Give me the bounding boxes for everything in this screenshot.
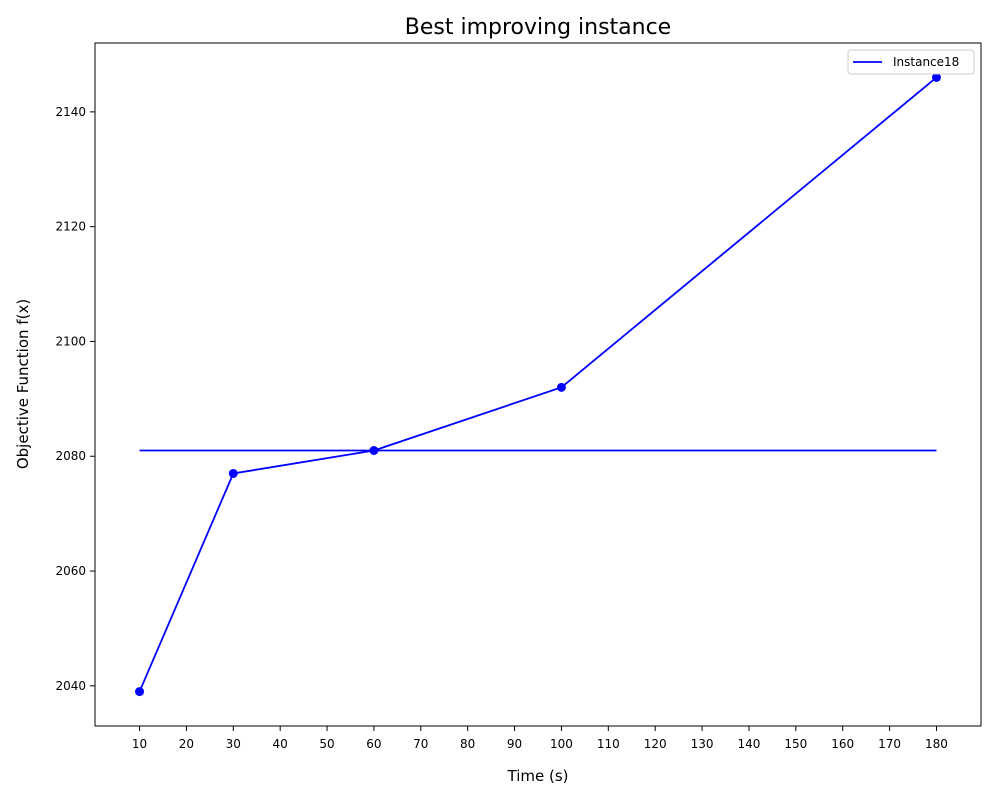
x-tick-label: 140 [737,737,760,751]
y-tick-label: 2120 [55,220,86,234]
data-point [931,72,941,82]
x-tick-label: 70 [413,737,428,751]
x-axis-ticks: 10 20 30 40 50 60 70 80 90 100 110 120 130 140 150 160 1… [132,726,948,751]
y-tick-label: 2080 [55,449,86,463]
x-tick-label: 120 [644,737,667,751]
y-tick-label: 2140 [55,105,86,119]
x-tick-label: 130 [691,737,714,751]
x-tick-label: 100 [550,737,573,751]
x-tick-label: 170 [878,737,901,751]
x-tick-label: 10 [132,737,147,751]
y-tick-label: 2100 [55,334,86,348]
data-point [556,382,566,392]
x-tick-label: 60 [366,737,381,751]
x-tick-label: 50 [319,737,334,751]
legend-box [847,49,975,75]
data-point [228,468,238,478]
series-layer [135,72,941,697]
y-axis-ticks: 2040 2060 2080 2100 2120 2140 [55,105,95,693]
x-tick-label: 40 [273,737,288,751]
plot-frame [94,42,982,727]
data-point [369,446,379,456]
x-tick-label: 30 [226,737,241,751]
y-tick-label: 2060 [55,564,86,578]
x-axis-title: Time (s) [507,767,569,785]
x-tick-label: 160 [831,737,854,751]
legend: Instance18 [847,49,975,75]
x-tick-label: 110 [597,737,620,751]
x-tick-label: 80 [460,737,475,751]
chart-title: Best improving instance [405,15,671,40]
x-tick-label: 90 [507,737,522,751]
x-tick-label: 150 [784,737,807,751]
x-tick-label: 180 [925,737,948,751]
data-point [135,687,145,697]
x-tick-label: 20 [179,737,194,751]
y-axis-title: Objective Function f(x) [14,299,32,469]
legend-label: Instance18 [893,55,959,69]
y-tick-label: 2040 [55,679,86,693]
